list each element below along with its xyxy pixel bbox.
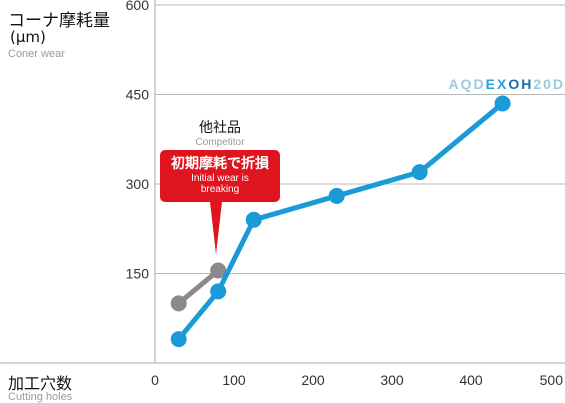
data-point [170,331,187,348]
series-legend-aqdexoh20d: AQDEXOH20D [449,76,565,92]
x-tick-label: 500 [540,372,564,388]
x-tick-label: 300 [380,372,404,388]
y-axis-label-en: Coner wear [8,48,65,60]
series-line [176,100,506,342]
competitor-label-en: Competitor [195,137,245,148]
y-axis-label: コーナ摩耗量 [8,11,110,31]
data-point [210,262,227,279]
callout-title: 初期摩耗で折損 [171,156,269,172]
brand-oh: OH [508,76,534,92]
x-tick-label: 0 [151,372,159,388]
data-point [170,295,187,312]
y-tick-labels: 150 300 450 600 [126,0,150,282]
y-axis-unit: (μm) [10,28,46,46]
x-axis-label-en: Cutting holes [8,391,73,403]
series-group [170,95,511,348]
y-tick-label: 600 [126,0,150,13]
data-point [328,187,345,204]
x-tick-labels: 0 100 200 300 400 500 [151,372,563,388]
x-tick-label: 100 [222,372,246,388]
data-point [494,95,511,112]
series-line [176,268,221,306]
competitor-label-jp: 他社品 [199,120,241,136]
breakage-callout: 初期摩耗で折損 Initial wear is breaking [160,150,280,254]
y-tick-label: 300 [126,176,150,192]
data-point [210,283,227,300]
brand-suffix: 20D [533,76,565,92]
y-tick-label: 450 [126,87,150,103]
competitor-label: 他社品 Competitor [170,117,270,148]
x-tick-label: 200 [301,372,325,388]
brand-mid: EX [485,76,509,92]
x-tick-label: 400 [459,372,483,388]
x-axis-label: 加工穴数 [8,374,73,393]
callout-text-line2: breaking [200,184,240,195]
brand-prefix: AQD [448,76,486,92]
data-point [411,164,428,181]
callout-text-line1: Initial wear is [191,173,249,184]
y-tick-label: 150 [126,266,150,282]
data-point [245,211,262,228]
